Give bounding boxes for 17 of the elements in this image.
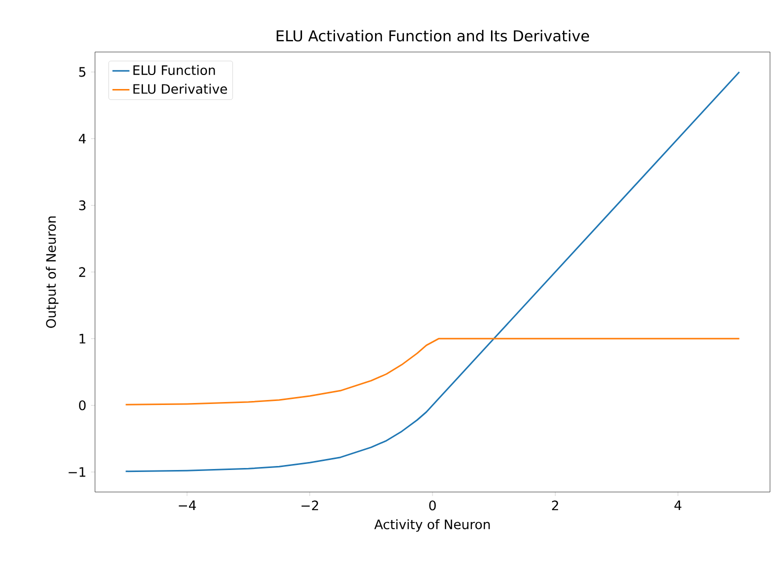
y-tick-label: 2 [79, 267, 86, 277]
y-tick-label: 5 [79, 67, 86, 77]
y-tick-label: 1 [80, 334, 86, 344]
y-tick-label: 0 [79, 400, 86, 410]
y-tick-label: −1 [68, 467, 86, 477]
x-axis-title: Activity of Neuron [374, 519, 490, 532]
x-tick-label: −4 [178, 500, 196, 510]
x-tick-label: 2 [552, 500, 558, 510]
y-tick-label: 3 [79, 200, 86, 210]
y-tick-label: 4 [78, 134, 86, 144]
legend-label: ELU Derivative [133, 84, 227, 94]
chart-title: ELU Activation Function and Its Derivative [276, 30, 589, 42]
x-tick-label: 4 [674, 500, 682, 510]
legend-label: ELU Function [133, 64, 215, 76]
x-tick-label: 0 [429, 500, 436, 510]
x-tick-label: −2 [302, 500, 318, 510]
y-axis-title: Output of Neuron [46, 216, 58, 328]
